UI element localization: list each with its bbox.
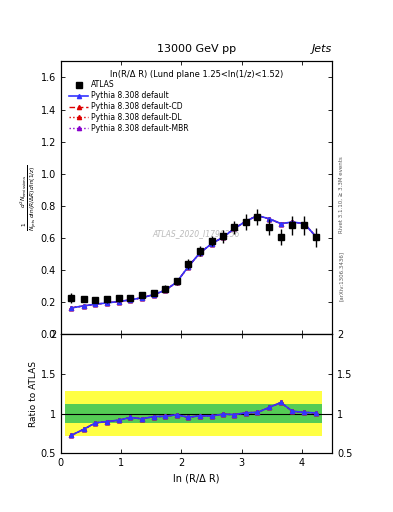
Text: ATLAS_2020_I1790256: ATLAS_2020_I1790256 [153, 229, 240, 238]
Text: Rivet 3.1.10, ≥ 3.3M events: Rivet 3.1.10, ≥ 3.3M events [339, 156, 344, 233]
Y-axis label: $\frac{1}{N_{\rm jets}}\frac{d^2 N_{\rm emissions}}{d\ln(R/\Delta R)\,d\ln(1/z)}: $\frac{1}{N_{\rm jets}}\frac{d^2 N_{\rm … [19, 165, 39, 231]
Text: [arXiv:1306.3436]: [arXiv:1306.3436] [339, 251, 344, 302]
Y-axis label: Ratio to ATLAS: Ratio to ATLAS [29, 361, 38, 427]
Text: Jets: Jets [312, 44, 332, 54]
X-axis label: ln (R/Δ R): ln (R/Δ R) [173, 474, 220, 483]
Text: ln(R/Δ R) (Lund plane 1.25<ln(1/z)<1.52): ln(R/Δ R) (Lund plane 1.25<ln(1/z)<1.52) [110, 70, 283, 79]
Legend: ATLAS, Pythia 8.308 default, Pythia 8.308 default-CD, Pythia 8.308 default-DL, P: ATLAS, Pythia 8.308 default, Pythia 8.30… [68, 79, 190, 135]
Text: 13000 GeV pp: 13000 GeV pp [157, 44, 236, 54]
